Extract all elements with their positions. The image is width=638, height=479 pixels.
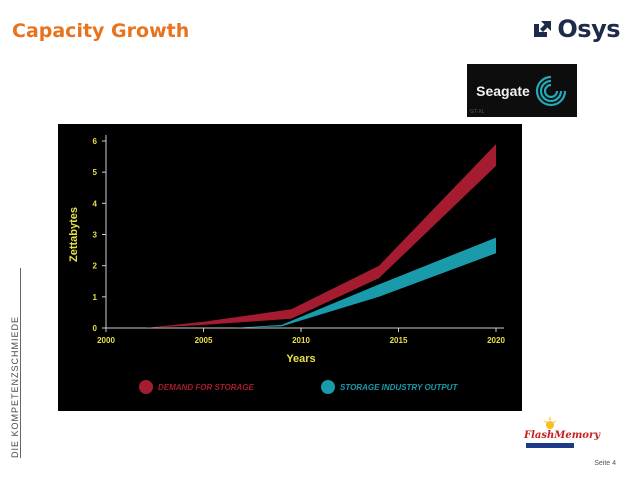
page-number: Seite 4	[594, 460, 616, 467]
x-tick-label: 2010	[292, 336, 310, 345]
y-tick-label: 0	[93, 324, 98, 333]
y-tick-label: 3	[93, 231, 98, 240]
seagate-logo-text: Seagate	[476, 82, 530, 99]
slide-title: Capacity Growth	[12, 20, 190, 42]
x-tick-label: 2000	[97, 336, 115, 345]
brand-name: Osys	[557, 15, 620, 43]
seagate-logo: Seagate GT-XL	[467, 64, 577, 117]
legend-marker-demand	[139, 380, 153, 394]
side-tagline: DIE KOMPETENZSCHMIEDE	[10, 315, 20, 458]
seagate-swirl-icon	[535, 75, 566, 106]
chart-panel: 0 1 2 3 4 5 6 2000 2005 2010 2015 2020 Years Zettabyt…	[58, 124, 522, 411]
brand-logo: Osys	[531, 14, 620, 44]
brand-arrow-icon	[534, 21, 552, 37]
series-band-demand	[145, 144, 496, 328]
flash-memory-logo: FlashMemory	[524, 416, 600, 450]
flash-memory-logo-text: FlashMemory	[524, 430, 601, 441]
side-divider	[20, 268, 21, 458]
legend-marker-output	[321, 380, 335, 394]
flash-memory-summit-bar	[526, 443, 574, 448]
x-tick-label: 2015	[390, 336, 408, 345]
y-tick-label: 5	[93, 168, 98, 177]
x-tick-label: 2020	[487, 336, 505, 345]
y-tick-label: 4	[93, 199, 98, 208]
y-tick-label: 1	[93, 293, 98, 302]
seagate-small-text: GT-XL	[470, 109, 485, 115]
y-tick-label: 2	[93, 262, 98, 271]
legend-label-demand: DEMAND FOR STORAGE	[158, 383, 255, 392]
y-axis-title: Zettabytes	[68, 207, 80, 262]
x-axis-title: Years	[286, 353, 315, 365]
x-tick-label: 2005	[195, 336, 213, 345]
sunburst-icon	[543, 416, 557, 429]
y-tick-label: 6	[93, 137, 98, 146]
capacity-chart: 0 1 2 3 4 5 6 2000 2005 2010 2015 2020 Years Zettabyt…	[68, 135, 505, 394]
legend-label-output: STORAGE INDUSTRY OUTPUT	[340, 383, 458, 392]
